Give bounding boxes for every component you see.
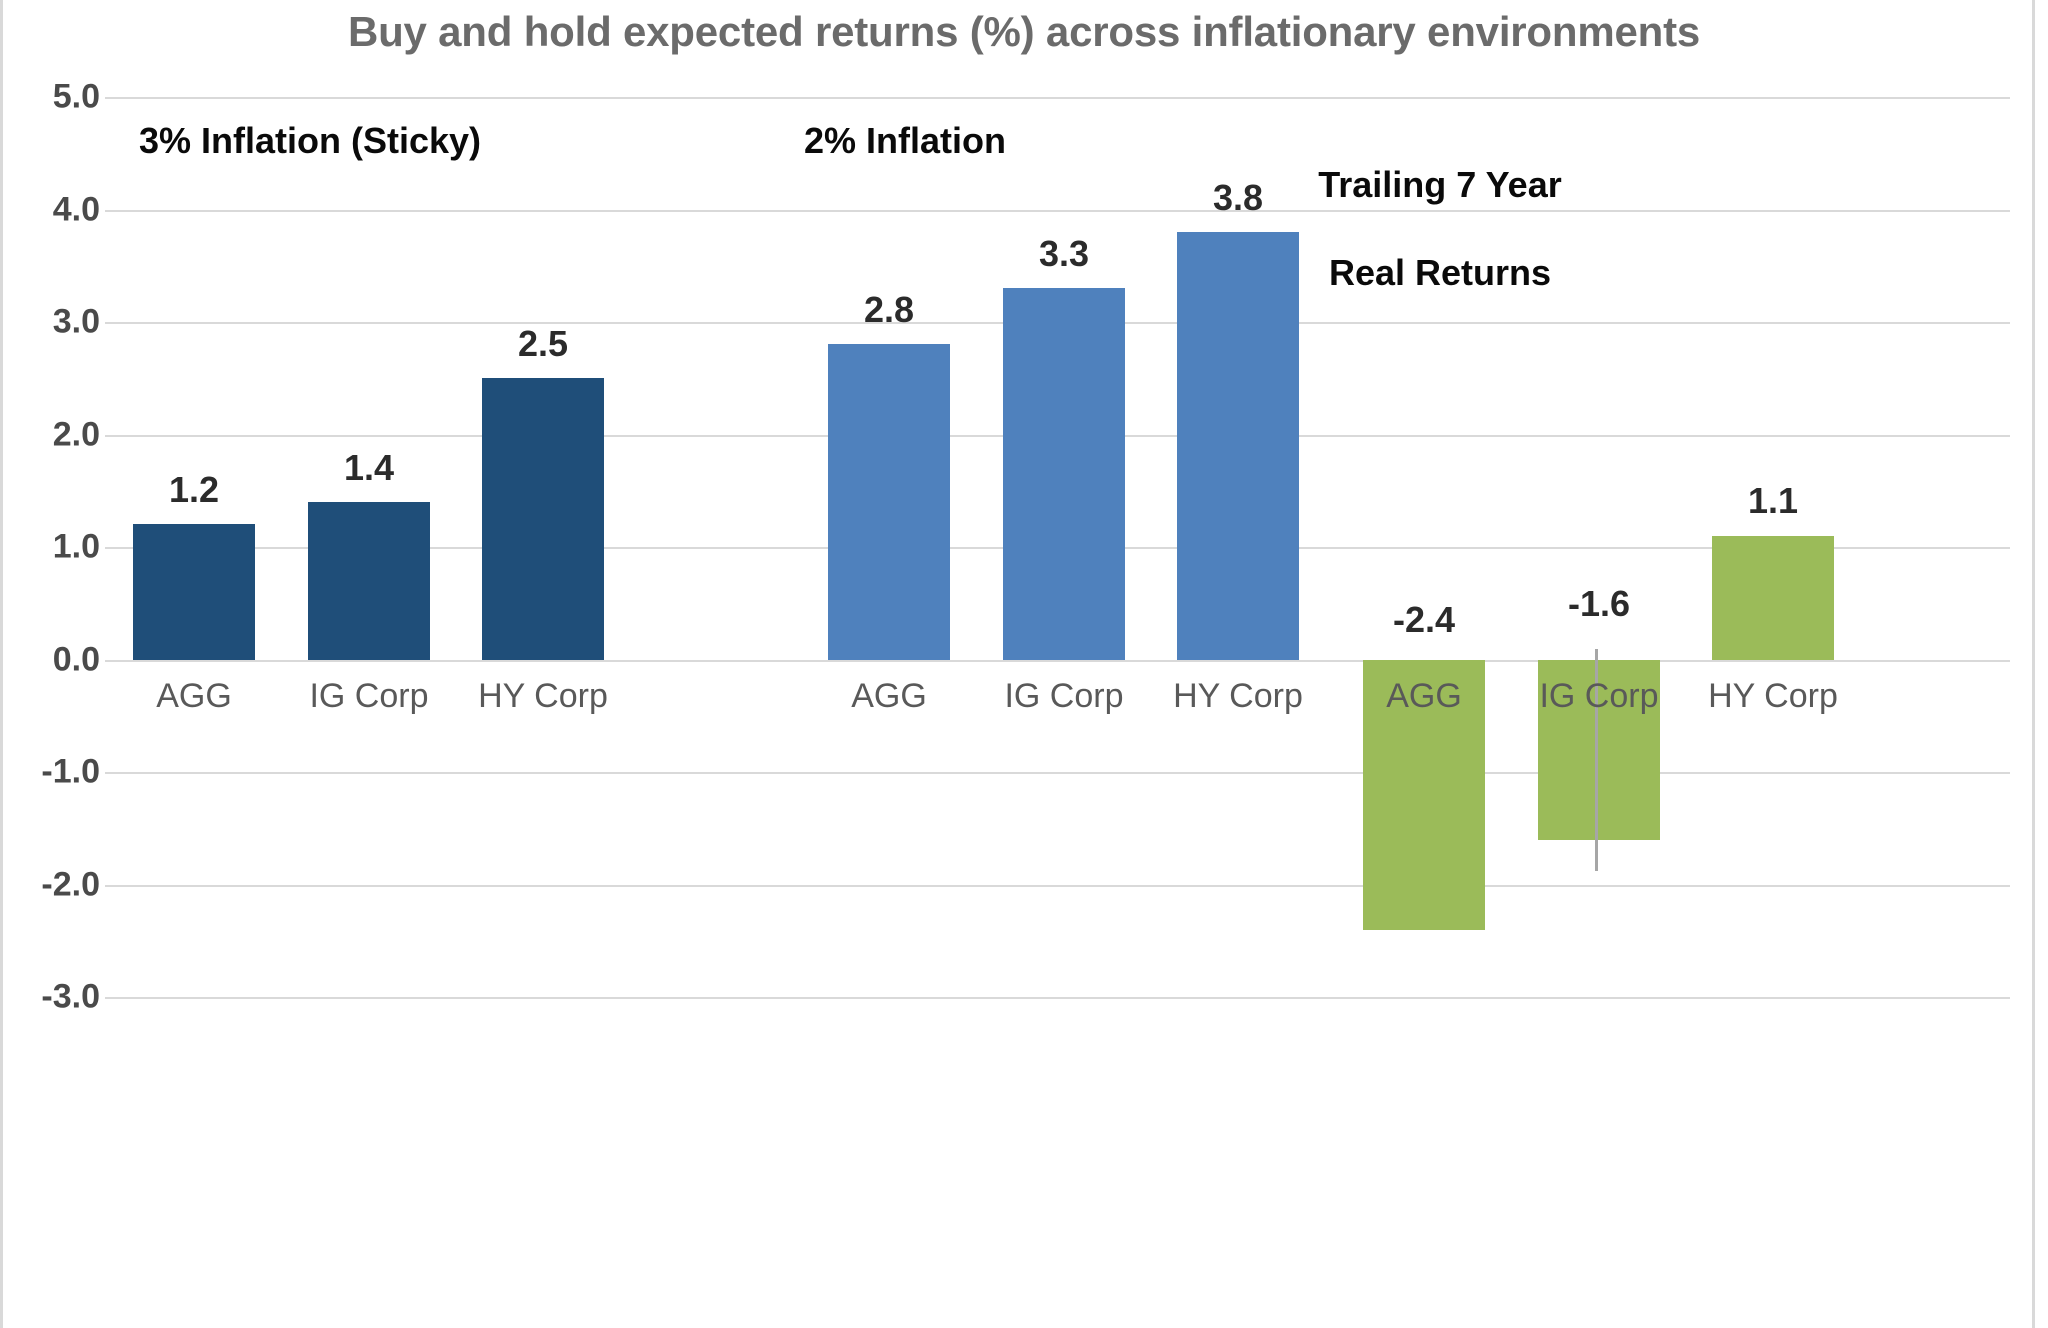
bar-group1-agg[interactable]	[133, 524, 255, 660]
y-tick-label: 5.0	[52, 77, 100, 116]
bar-value-group3-agg: -2.4	[1392, 599, 1456, 640]
gridline-zero	[105, 659, 2010, 662]
group-annotation-line2: Real Returns	[1328, 251, 1552, 293]
gridline-neg2	[105, 884, 2010, 887]
category-label-group3-hycorp: HY Corp	[1708, 677, 1838, 715]
bar-group3-hycorp[interactable]	[1712, 535, 1834, 660]
bar-value-group3-hycorp: 1.1	[1747, 480, 1799, 521]
y-axis: 5.0 4.0 3.0 2.0 1.0 0.0 -1.0 -2.0 -3.0	[0, 78, 100, 1016]
gridline-neg3	[105, 997, 2010, 999]
group-annotation-trailing-7-year: Trailing 7 Year Real Returns	[1230, 119, 1650, 295]
bar-group2-agg[interactable]	[828, 344, 950, 660]
bar-value-group2-agg: 2.8	[863, 289, 915, 330]
y-tick-label: 4.0	[52, 190, 100, 228]
category-label-group2-igcorp: IG Corp	[1004, 677, 1124, 715]
bar-group1-igcorp[interactable]	[308, 502, 430, 660]
frame-left-border	[0, 0, 3, 1328]
bar-group3-agg[interactable]	[1363, 659, 1485, 930]
category-label-group2-agg: AGG	[851, 677, 927, 715]
chart-title: Buy and hold expected returns (%) across…	[347, 8, 1701, 55]
bar-value-group2-igcorp: 3.3	[1038, 233, 1090, 274]
group-annotation-line1: Trailing 7 Year	[1318, 163, 1562, 205]
y-tick-label: -2.0	[41, 865, 100, 903]
bar-group2-hycorp[interactable]	[1177, 232, 1299, 660]
group-annotation-3pct-inflation: 3% Inflation (Sticky)	[138, 120, 482, 161]
bar-value-group2-hycorp: 3.8	[1212, 177, 1264, 218]
gridline-5	[105, 97, 2010, 99]
category-label-group1-igcorp: IG Corp	[309, 677, 429, 715]
gridline-neg1	[105, 772, 2010, 774]
bar-value-group1-hycorp: 2.5	[517, 323, 569, 364]
category-label-group3-igcorp: IG Corp	[1539, 677, 1659, 715]
bar-group1-hycorp[interactable]	[482, 378, 604, 660]
category-label-group1-agg: AGG	[156, 677, 232, 715]
bar-group2-igcorp[interactable]	[1003, 288, 1125, 660]
category-label-group2-hycorp: HY Corp	[1173, 677, 1303, 715]
bar-value-group3-igcorp: -1.6	[1567, 583, 1631, 624]
bar-value-group1-agg: 1.2	[168, 469, 220, 510]
bar-value-group1-igcorp: 1.4	[343, 447, 395, 488]
y-tick-label: 1.0	[52, 527, 100, 566]
frame-right-border	[2032, 0, 2035, 1328]
y-tick-label: 2.0	[52, 415, 100, 453]
y-tick-label: 0.0	[52, 640, 100, 678]
gridline-4	[105, 209, 2010, 212]
plot-area: 3% Inflation (Sticky) 1.2 1.4 2.5 AGG IG…	[105, 97, 2010, 999]
y-tick-label: 3.0	[52, 302, 100, 341]
category-label-group1-hycorp: HY Corp	[478, 677, 608, 715]
group-annotation-2pct-inflation: 2% Inflation	[803, 120, 1006, 161]
category-divider-tick	[1595, 649, 1598, 871]
y-tick-label: -1.0	[41, 752, 100, 791]
category-label-group3-agg: AGG	[1386, 677, 1462, 715]
y-tick-label: -3.0	[41, 977, 100, 1016]
bar-group3-igcorp[interactable]	[1538, 659, 1660, 840]
